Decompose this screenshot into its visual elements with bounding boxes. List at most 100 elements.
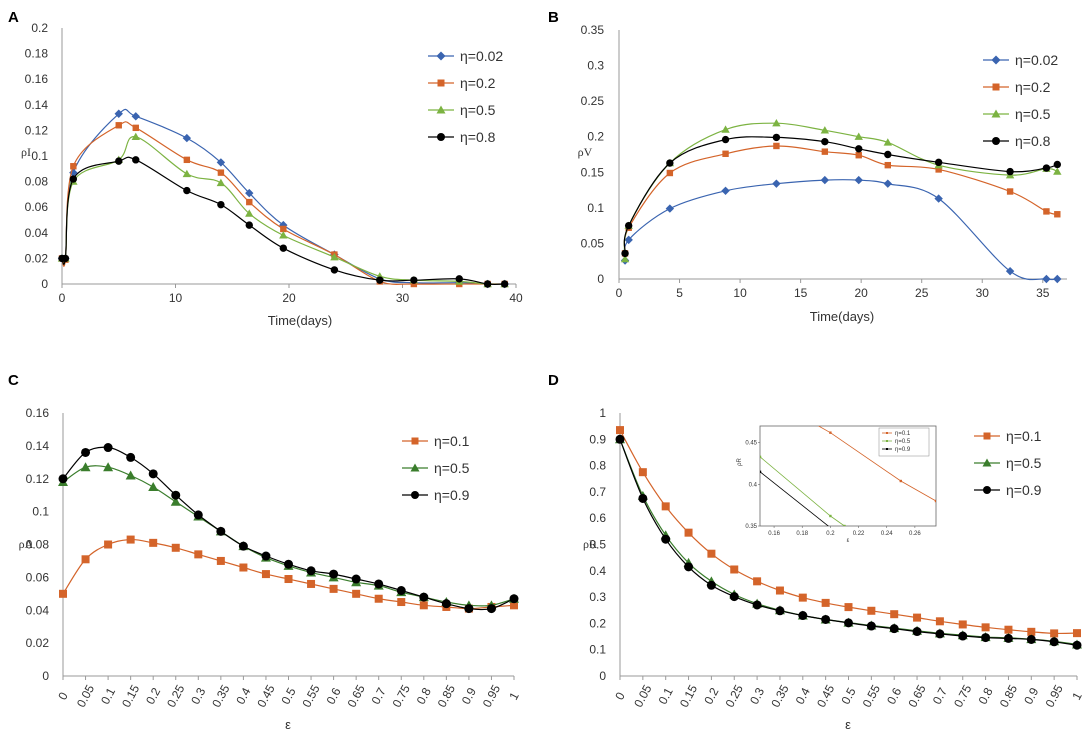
y-tick-label: 0.18	[25, 47, 49, 61]
data-point	[131, 132, 140, 140]
x-tick-label: 0	[616, 286, 623, 300]
data-point	[132, 156, 140, 164]
data-point	[844, 618, 853, 628]
y-tick-label: 0.05	[581, 236, 605, 250]
data-point	[1004, 625, 1013, 634]
data-point	[884, 150, 892, 159]
chart-a: A 0 0.02 0.04 0.06 0.08 0.1 0.12 0.14 0.16 0.18 0.2…	[8, 9, 523, 328]
data-point	[464, 604, 474, 614]
inset-y-label: ρR	[737, 457, 743, 465]
data-point	[58, 474, 68, 484]
inset-x-label: ε	[847, 538, 850, 544]
x-tick-label: 0.9	[1021, 685, 1041, 707]
data-point	[798, 611, 808, 621]
legend: η=0.1 η=0.5 η=0.9	[402, 433, 470, 503]
data-point	[821, 598, 830, 607]
data-point	[665, 204, 675, 213]
x-tick-label: 0.75	[390, 682, 413, 709]
inset-series-line	[760, 471, 829, 526]
series-line	[623, 122, 1058, 260]
data-point	[661, 502, 670, 511]
x-tick-label: 0.7	[369, 685, 389, 707]
data-point	[238, 541, 248, 551]
data-point	[867, 606, 876, 615]
inset-data-point	[829, 431, 832, 434]
x-tick-label: 1	[1069, 689, 1084, 702]
data-point	[216, 158, 226, 167]
legend-label: η=0.02	[460, 48, 503, 64]
data-point	[104, 540, 113, 549]
x-tick-label: 10	[169, 291, 183, 305]
y-tick-label: 0.12	[25, 123, 49, 137]
y-axis-label: ρR	[583, 537, 597, 551]
legend-label: η=0.9	[434, 487, 470, 503]
data-point	[193, 510, 203, 520]
data-point	[500, 280, 509, 288]
data-point	[661, 534, 671, 544]
inset-data-point	[843, 524, 846, 526]
data-point	[638, 493, 648, 503]
data-point	[261, 570, 270, 579]
x-tick-label: 0.15	[677, 682, 700, 709]
data-point	[890, 610, 899, 619]
data-point	[509, 594, 519, 604]
data-point	[722, 150, 729, 157]
data-point	[80, 462, 91, 472]
x-tick-label: 0.9	[459, 685, 479, 707]
y-tick-label: 0.1	[32, 505, 49, 519]
series-η=0.9	[615, 434, 1082, 650]
data-point	[329, 584, 338, 593]
data-point	[730, 565, 739, 574]
data-point	[1027, 627, 1036, 636]
data-point	[216, 178, 226, 187]
x-axis-label: ε	[845, 717, 851, 732]
data-point	[1042, 274, 1051, 284]
series-line	[623, 145, 1058, 254]
data-point	[889, 624, 899, 634]
data-point	[217, 200, 225, 209]
data-point	[1073, 629, 1081, 638]
data-point	[884, 161, 891, 169]
legend-marker	[437, 79, 445, 87]
inset-y-tick-label: 0.35	[745, 524, 757, 530]
x-axis-label: Time(days)	[810, 309, 875, 324]
inset-data-point	[899, 479, 902, 483]
data-point	[81, 447, 91, 457]
legend-label: η=0.5	[460, 102, 496, 118]
data-point	[958, 620, 967, 629]
y-tick-label: 0.3	[589, 590, 606, 604]
y-tick-label: 0.1	[587, 201, 604, 215]
inset-series-line	[817, 426, 936, 502]
series-line	[623, 179, 1058, 281]
y-tick-label: 0.1	[589, 643, 606, 657]
data-point	[216, 556, 225, 565]
y-tick-label: 0	[597, 272, 604, 286]
x-tick-label: 0.65	[905, 682, 928, 709]
series-line	[61, 136, 505, 285]
x-tick-label: 0.05	[631, 682, 654, 709]
series-η=0.1	[616, 426, 1081, 638]
inset-legend-marker	[886, 440, 888, 442]
data-point	[217, 169, 225, 176]
data-point	[707, 549, 716, 558]
y-tick-label: 0.08	[25, 175, 49, 189]
y-tick-label: 0.2	[587, 130, 604, 144]
legend-marker	[992, 83, 1000, 91]
y-axis-label: ρA	[19, 537, 34, 551]
data-point	[706, 580, 716, 590]
data-point	[419, 592, 429, 602]
x-tick-label: 0.6	[884, 685, 904, 707]
x-tick-label: 0.75	[951, 682, 974, 709]
data-point	[455, 275, 463, 283]
x-tick-label: 0.15	[119, 682, 142, 709]
data-point	[615, 434, 625, 444]
data-point	[684, 562, 694, 572]
y-tick-label: 0.4	[589, 564, 606, 578]
data-point	[149, 538, 158, 547]
data-point	[1050, 629, 1059, 638]
x-tick-label: 0.8	[414, 685, 434, 707]
data-point	[821, 148, 829, 155]
legend-label: η=0.5	[1015, 106, 1051, 122]
x-tick-label: 15	[794, 286, 808, 300]
data-point	[1006, 188, 1014, 195]
